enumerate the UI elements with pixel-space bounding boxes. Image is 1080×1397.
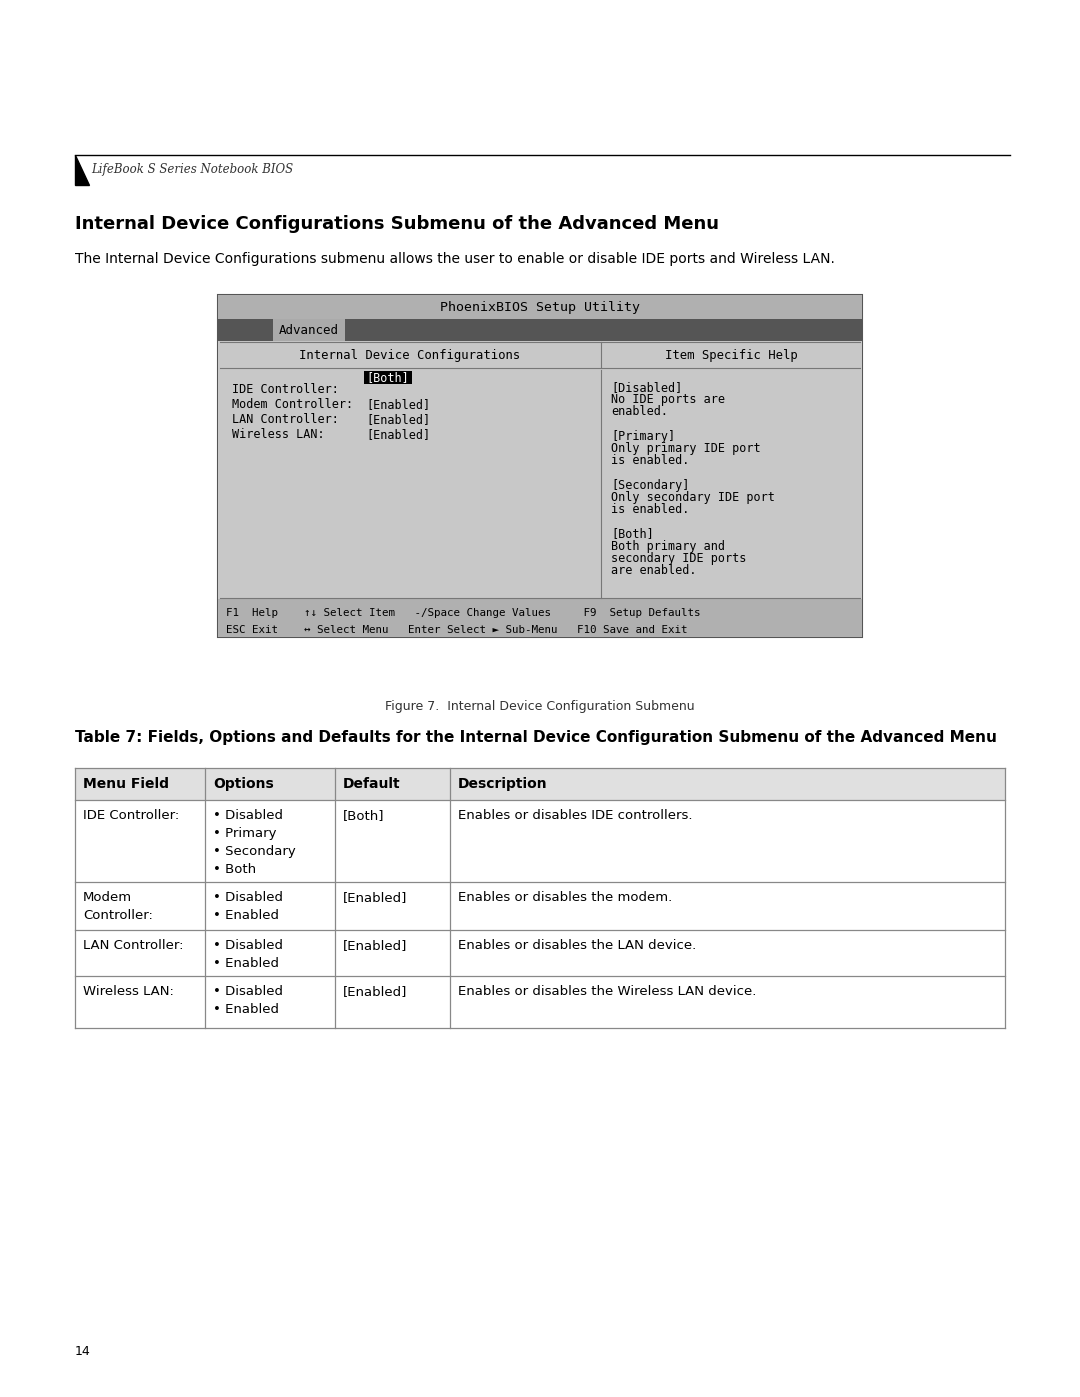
Text: [Disabled]: [Disabled] (611, 381, 683, 394)
Text: Both primary and: Both primary and (611, 539, 725, 553)
Text: Description: Description (458, 777, 548, 791)
Bar (218, 295, 862, 637)
Text: LifeBook S Series Notebook BIOS: LifeBook S Series Notebook BIOS (91, 163, 293, 176)
Text: Only secondary IDE port: Only secondary IDE port (611, 490, 775, 504)
Text: Enables or disables the Wireless LAN device.: Enables or disables the Wireless LAN dev… (458, 985, 756, 997)
Text: Enables or disables the modem.: Enables or disables the modem. (458, 891, 672, 904)
Text: [Enabled]: [Enabled] (366, 427, 430, 441)
Bar (75, 882, 1005, 930)
Text: enabled.: enabled. (611, 405, 669, 418)
Text: Wireless LAN:: Wireless LAN: (83, 985, 174, 997)
Text: Advanced: Advanced (279, 324, 339, 337)
Bar (218, 341, 862, 369)
Text: secondary IDE ports: secondary IDE ports (611, 552, 746, 564)
Text: [Enabled]: [Enabled] (366, 398, 430, 411)
Text: IDE Controller:: IDE Controller: (83, 809, 179, 821)
Text: LAN Controller:: LAN Controller: (232, 414, 339, 426)
Text: • Disabled
• Enabled: • Disabled • Enabled (213, 939, 283, 970)
Text: No IDE ports are: No IDE ports are (611, 393, 725, 407)
Text: F1  Help    ↑↓ Select Item   -/Space Change Values     F9  Setup Defaults: F1 Help ↑↓ Select Item -/Space Change Va… (226, 608, 701, 617)
Text: Internal Device Configurations: Internal Device Configurations (299, 348, 521, 362)
Text: PhoenixBIOS Setup Utility: PhoenixBIOS Setup Utility (440, 300, 640, 313)
Text: • Disabled
• Enabled: • Disabled • Enabled (213, 891, 283, 922)
Bar (75, 977, 1005, 1028)
Text: Default: Default (343, 777, 401, 791)
Text: The Internal Device Configurations submenu allows the user to enable or disable : The Internal Device Configurations subme… (75, 251, 835, 265)
Bar (218, 319, 862, 341)
Text: ESC Exit    ↔ Select Menu   Enter Select ► Sub-Menu   F10 Save and Exit: ESC Exit ↔ Select Menu Enter Select ► Su… (226, 624, 688, 636)
Text: [Both]: [Both] (366, 372, 409, 384)
Polygon shape (75, 155, 89, 184)
Text: are enabled.: are enabled. (611, 564, 697, 577)
Text: • Disabled
• Primary
• Secondary
• Both: • Disabled • Primary • Secondary • Both (213, 809, 296, 876)
Text: [Both]: [Both] (611, 528, 653, 541)
Text: Menu Field: Menu Field (83, 777, 168, 791)
Text: is enabled.: is enabled. (611, 503, 689, 515)
Text: [Enabled]: [Enabled] (343, 985, 407, 997)
Text: Table 7: Fields, Options and Defaults for the Internal Device Configuration Subm: Table 7: Fields, Options and Defaults fo… (75, 731, 997, 745)
Text: Only primary IDE port: Only primary IDE port (611, 441, 760, 455)
Bar (75, 800, 1005, 882)
Text: Enables or disables IDE controllers.: Enables or disables IDE controllers. (458, 809, 692, 821)
Text: Figure 7.  Internal Device Configuration Submenu: Figure 7. Internal Device Configuration … (386, 700, 694, 712)
Text: Options: Options (213, 777, 273, 791)
Text: Wireless LAN:: Wireless LAN: (232, 427, 325, 441)
Bar (218, 295, 862, 319)
Bar (273, 319, 345, 341)
Text: [Secondary]: [Secondary] (611, 479, 689, 492)
Text: Internal Device Configurations Submenu of the Advanced Menu: Internal Device Configurations Submenu o… (75, 215, 719, 233)
Text: Item Specific Help: Item Specific Help (665, 348, 798, 362)
Text: [Enabled]: [Enabled] (343, 939, 407, 951)
Text: Modem Controller:: Modem Controller: (232, 398, 353, 411)
Text: [Primary]: [Primary] (611, 430, 675, 443)
Text: Modem
Controller:: Modem Controller: (83, 891, 153, 922)
Bar (218, 369, 862, 599)
Bar (75, 930, 1005, 977)
Text: LAN Controller:: LAN Controller: (83, 939, 184, 951)
Text: IDE Controller:: IDE Controller: (232, 383, 339, 395)
Text: is enabled.: is enabled. (611, 454, 689, 467)
Bar (75, 768, 1005, 800)
Text: • Disabled
• Enabled: • Disabled • Enabled (213, 985, 283, 1016)
Bar (218, 599, 862, 637)
Text: [Both]: [Both] (343, 809, 384, 821)
Bar (364, 372, 411, 384)
Text: Enables or disables the LAN device.: Enables or disables the LAN device. (458, 939, 697, 951)
Text: 14: 14 (75, 1345, 91, 1358)
Text: [Enabled]: [Enabled] (343, 891, 407, 904)
Text: [Enabled]: [Enabled] (366, 414, 430, 426)
